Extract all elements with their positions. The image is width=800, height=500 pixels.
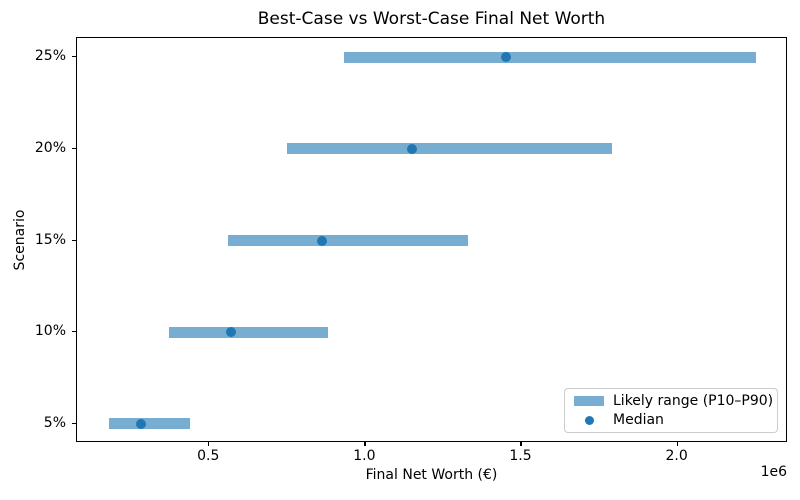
y-tick-label: 20% <box>34 139 66 156</box>
median-dot <box>226 327 237 338</box>
y-tick-mark <box>72 239 76 241</box>
y-tick-mark <box>72 422 76 424</box>
plot-area <box>76 37 787 442</box>
range-bar <box>109 418 191 430</box>
chart-title: Best-Case vs Worst-Case Final Net Worth <box>257 9 606 29</box>
legend-label-median: Median <box>613 412 664 428</box>
x-tick-mark <box>208 442 210 446</box>
median-dot <box>500 52 511 63</box>
legend-marker-cell <box>574 415 604 425</box>
x-tick-label: 1.5 <box>509 448 532 464</box>
y-tick-label: 15% <box>34 231 66 248</box>
y-tick-mark <box>72 56 76 58</box>
legend: Likely range (P10–P90) Median <box>564 388 778 433</box>
range-bar <box>287 143 613 155</box>
range-bar <box>168 326 328 338</box>
legend-label-likely-range: Likely range (P10–P90) <box>613 393 774 409</box>
x-tick-mark <box>676 442 678 446</box>
x-tick-mark <box>520 442 522 446</box>
range-bar-swatch-icon <box>574 396 604 406</box>
y-tick-mark <box>72 331 76 333</box>
x-tick-label: 2.0 <box>665 448 688 464</box>
median-dot <box>316 235 327 246</box>
median-dot <box>407 143 418 154</box>
legend-item-likely-range: Likely range (P10–P90) <box>574 393 774 409</box>
y-tick-mark <box>72 147 76 150</box>
median-dot <box>135 418 146 429</box>
x-axis-offset-label: 1e6 <box>760 464 787 480</box>
x-tick-mark <box>364 442 366 446</box>
range-bar <box>227 235 469 246</box>
legend-item-median: Median <box>574 412 771 428</box>
x-tick-label: 1.0 <box>353 448 376 464</box>
y-tick-label: 25% <box>34 48 66 65</box>
y-tick-label: 5% <box>43 414 66 431</box>
y-tick-label: 10% <box>34 323 66 340</box>
legend-marker-cell <box>574 396 604 406</box>
x-axis-title: Final Net Worth (€) <box>365 467 498 483</box>
range-bar <box>343 51 756 63</box>
x-tick-label: 0.5 <box>197 448 220 464</box>
median-dot-swatch-icon <box>584 415 594 425</box>
